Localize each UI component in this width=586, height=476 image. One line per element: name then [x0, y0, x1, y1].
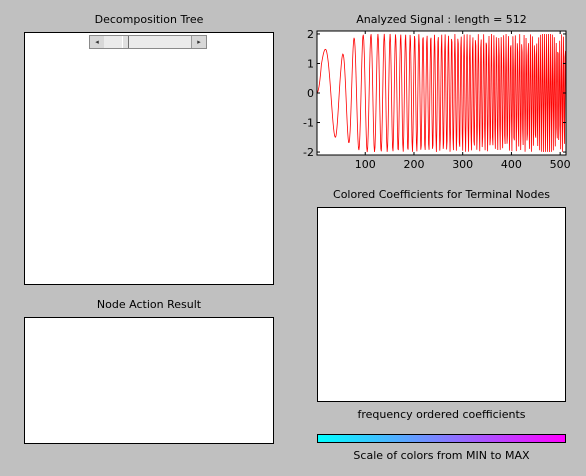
colored-coefficients-panel[interactable]	[317, 207, 566, 402]
x-tick-label: 400	[501, 158, 522, 171]
y-tick-label: 1	[307, 57, 314, 70]
tree-scrollbar[interactable]: ◂ ▸	[89, 35, 207, 49]
y-tick-label: -1	[303, 117, 314, 130]
x-tick-label: 500	[550, 158, 571, 171]
scroll-thumb[interactable]	[122, 36, 129, 48]
y-tick-label: -2	[303, 146, 314, 159]
coefficients-xlabel: frequency ordered coefficients	[357, 408, 526, 421]
y-tick-label: 0	[307, 87, 314, 100]
decomposition-tree-title: Decomposition Tree	[94, 13, 204, 26]
x-tick-label: 200	[403, 158, 424, 171]
x-tick-label: 100	[355, 158, 376, 171]
scroll-track[interactable]	[104, 36, 192, 48]
decomposition-tree-panel[interactable]	[24, 32, 274, 285]
signal-chart-title: Analyzed Signal : length = 512	[356, 13, 527, 26]
node-action-result-title: Node Action Result	[96, 298, 202, 311]
y-tick-label: 2	[307, 28, 314, 41]
color-scale-label: Scale of colors from MIN to MAX	[353, 449, 530, 462]
x-tick-label: 300	[452, 158, 473, 171]
node-action-result-panel[interactable]	[24, 317, 274, 444]
colored-coefficients-title: Colored Coefficients for Terminal Nodes	[333, 188, 550, 201]
scroll-right-arrow-icon[interactable]: ▸	[191, 36, 206, 48]
color-scale-bar	[317, 434, 566, 443]
signal-series-line	[316, 33, 567, 153]
